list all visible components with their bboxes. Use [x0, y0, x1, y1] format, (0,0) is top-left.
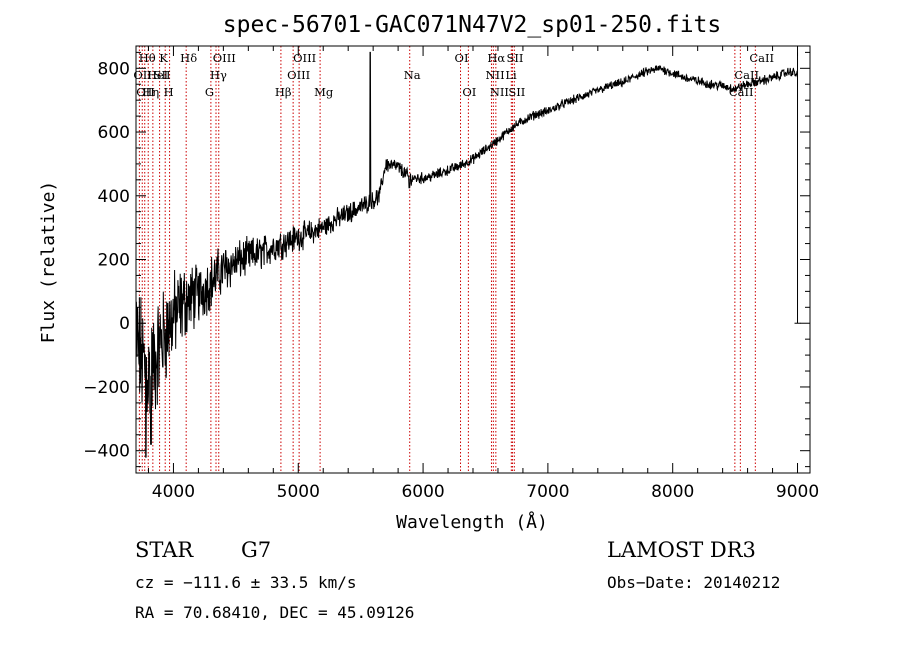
- line-label-9: G: [205, 85, 214, 99]
- redshift-text: cz = −111.6 ± 33.5 km/s: [135, 573, 357, 592]
- survey-name: LAMOST DR3: [607, 538, 756, 562]
- line-label-0: OII: [133, 68, 152, 82]
- line-label-10: Hγ: [210, 68, 227, 82]
- subclass: G7: [241, 538, 272, 562]
- x-tick-label-7000: 7000: [526, 482, 569, 502]
- line-label-21: NII: [490, 85, 509, 99]
- y-axis: −400 −200 0 200 400 600 800: [83, 51, 810, 468]
- line-label-2: Hθ: [139, 51, 156, 65]
- y-tick-label-0: −400: [83, 442, 130, 462]
- line-label-3: Hη: [142, 85, 159, 99]
- x-tick-label-4000: 4000: [152, 482, 195, 502]
- line-label-15: Mg: [314, 85, 334, 99]
- line-label-27: CaII: [749, 51, 774, 65]
- series-group: [136, 51, 801, 458]
- line-label-5: SII: [154, 68, 171, 82]
- y-tick-label-4: 400: [98, 187, 130, 207]
- line-label-7: H: [164, 85, 174, 99]
- y-axis-label: Flux (relative): [38, 181, 59, 344]
- line-label-19: NII: [485, 68, 504, 82]
- line-label-8: Hδ: [180, 51, 197, 65]
- line-labels: OIIOIIHθHηHeISIIKHHδGHγOIIIHβOIIIOIIIMgN…: [133, 51, 774, 99]
- line-label-6: K: [159, 51, 168, 65]
- line-label-22: Li: [505, 68, 517, 82]
- x-axis-label: Wavelength (Å): [396, 511, 548, 533]
- line-label-14: OIII: [293, 51, 316, 65]
- chart-title: spec-56701-GAC071N47V2_sp01-250.fits: [223, 12, 722, 38]
- x-tick-label-8000: 8000: [651, 482, 694, 502]
- line-label-16: Na: [404, 68, 421, 82]
- y-tick-label-6: 800: [98, 59, 130, 79]
- line-label-13: OIII: [287, 68, 310, 82]
- line-label-23: SII: [506, 51, 523, 65]
- x-axis: 4000 5000 6000 7000 8000 9000: [147, 46, 819, 502]
- line-markers: [138, 46, 756, 473]
- line-label-1: OII: [136, 85, 155, 99]
- y-tick-label-1: −200: [83, 378, 130, 398]
- line-label-4: HeI: [147, 68, 168, 82]
- y-tick-label-5: 600: [98, 123, 130, 143]
- y-tick-label-2: 0: [119, 314, 130, 334]
- object-class: STAR: [135, 538, 194, 562]
- line-label-12: Hβ: [275, 85, 292, 99]
- line-label-18: OI: [462, 85, 476, 99]
- x-tick-label-5000: 5000: [277, 482, 320, 502]
- coordinates: RA = 70.68410, DEC = 45.09126: [135, 603, 415, 622]
- x-tick-label-9000: 9000: [776, 482, 819, 502]
- x-tick-label-6000: 6000: [401, 482, 444, 502]
- line-label-11: OIII: [213, 51, 236, 65]
- line-label-17: OI: [455, 51, 469, 65]
- line-label-20: Hα: [487, 51, 505, 65]
- line-label-24: SII: [508, 85, 525, 99]
- obs-date: Obs−Date: 20140212: [607, 573, 781, 592]
- series-flux: [136, 51, 798, 458]
- y-tick-label-3: 200: [98, 251, 130, 271]
